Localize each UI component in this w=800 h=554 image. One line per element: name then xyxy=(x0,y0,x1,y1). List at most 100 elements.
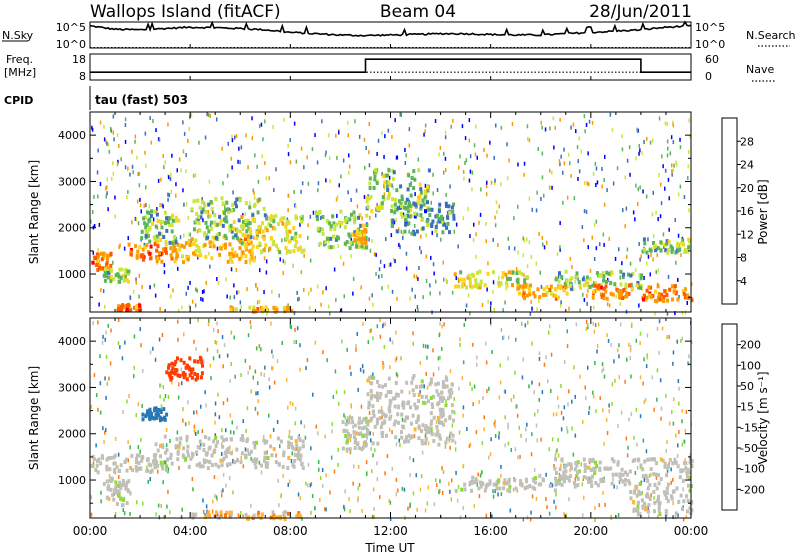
power-noise-cell xyxy=(583,238,585,243)
power-region-cell xyxy=(668,287,672,292)
power-noise-cell xyxy=(629,172,631,177)
power-region-cell xyxy=(400,197,404,202)
power-region-cell xyxy=(321,231,325,236)
velocity-region-cell xyxy=(112,461,116,466)
power-noise-cell xyxy=(588,182,590,187)
velocity-noise-cell xyxy=(395,372,398,377)
power-region-cell xyxy=(216,222,220,227)
power-region-cell xyxy=(399,202,403,207)
power-region-cell xyxy=(412,186,416,191)
power-region-cell xyxy=(380,205,384,210)
velocity-noise-cell xyxy=(372,453,374,458)
velocity-noise-cell xyxy=(566,344,569,349)
velocity-noise-cell xyxy=(306,358,309,362)
velocity-noise-cell xyxy=(530,510,532,515)
power-noise-cell xyxy=(348,170,350,175)
power-region-cell xyxy=(528,292,532,297)
power-region-cell xyxy=(215,233,219,238)
velocity-region-cell xyxy=(165,412,169,417)
velocity-noise-cell xyxy=(545,355,547,360)
power-noise-cell xyxy=(329,311,331,316)
velocity-region-cell xyxy=(451,409,455,414)
velocity-noise-cell xyxy=(533,468,536,473)
power-noise-cell xyxy=(624,224,626,229)
freq-tick-max: 18 xyxy=(72,53,86,66)
power-region-cell xyxy=(398,199,401,204)
power-region-cell xyxy=(245,243,249,248)
velocity-region-cell xyxy=(436,429,440,434)
velocity-region-cell xyxy=(524,477,528,482)
power-region-cell xyxy=(109,279,113,284)
power-noise-cell xyxy=(478,220,480,225)
velocity-region-cell xyxy=(628,469,632,474)
velocity-noise-cell xyxy=(618,343,620,348)
power-noise-cell xyxy=(637,187,639,192)
power-noise-cell xyxy=(317,181,320,186)
velocity-noise-cell xyxy=(562,416,565,421)
velocity-noise-cell xyxy=(233,430,235,435)
power-noise-cell xyxy=(541,125,543,130)
power-noise-cell xyxy=(568,306,570,311)
power-noise-cell xyxy=(551,185,553,190)
power-region-cell xyxy=(624,282,628,287)
velocity-region-cell xyxy=(344,422,348,427)
power-region-cell xyxy=(413,232,417,237)
power-noise-cell xyxy=(275,167,277,172)
power-noise-cell xyxy=(486,180,488,185)
velocity-region-cell xyxy=(554,457,558,462)
power-region-cell xyxy=(347,232,351,237)
power-noise-cell xyxy=(300,270,303,275)
velocity-noise-cell xyxy=(214,412,217,417)
velocity-noise-cell xyxy=(519,454,521,459)
power-region-cell xyxy=(423,189,427,194)
velocity-noise-cell xyxy=(462,405,465,410)
beam-title: Beam 04 xyxy=(380,2,456,22)
power-region-cell xyxy=(268,246,272,251)
power-noise-cell xyxy=(317,188,319,193)
power-region-cell xyxy=(112,277,116,282)
power-region-cell xyxy=(385,173,389,178)
velocity-region-cell xyxy=(253,457,257,462)
velocity-region-cell xyxy=(107,487,111,492)
velocity-region-cell xyxy=(441,396,445,401)
power-noise-cell xyxy=(642,189,644,194)
power-region-cell xyxy=(125,307,129,312)
power-region-cell xyxy=(249,231,253,236)
power-noise-cell xyxy=(137,221,140,226)
velocity-noise-cell xyxy=(142,369,144,373)
velocity-region-cell xyxy=(283,517,287,522)
power-region-cell xyxy=(203,242,207,247)
velocity-region-cell xyxy=(121,479,125,483)
velocity-region-cell xyxy=(421,423,425,428)
power-region-cell xyxy=(558,271,561,276)
velocity-region-cell xyxy=(430,402,434,407)
velocity-region-cell xyxy=(656,497,660,502)
power-noise-cell xyxy=(616,166,619,171)
velocity-noise-cell xyxy=(230,330,233,335)
velocity-noise-cell xyxy=(572,452,575,457)
velocity-region-cell xyxy=(425,429,429,434)
power-noise-cell xyxy=(321,119,323,124)
power-noise-cell xyxy=(266,311,268,316)
velocity-region-cell xyxy=(427,426,431,431)
power-noise-cell xyxy=(395,155,398,160)
power-region-cell xyxy=(404,201,408,205)
velocity-region-cell xyxy=(185,437,189,442)
power-noise-cell xyxy=(660,201,663,206)
power-region-cell xyxy=(155,234,159,239)
power-noise-cell xyxy=(651,138,654,143)
power-region-cell xyxy=(229,308,233,313)
power-region-cell xyxy=(664,248,668,253)
velocity-region-cell xyxy=(116,483,120,488)
velocity-noise-cell xyxy=(564,513,566,518)
velocity-region-cell xyxy=(657,481,661,486)
velocity-noise-cell xyxy=(247,370,249,375)
velocity-region-cell xyxy=(112,455,116,460)
power-noise-cell xyxy=(196,288,198,293)
power-noise-cell xyxy=(252,188,254,193)
velocity-noise-cell xyxy=(469,382,471,386)
power-region-cell xyxy=(406,187,410,192)
power-region-cell xyxy=(316,226,320,231)
power-noise-cell xyxy=(639,185,641,190)
velocity-region-cell xyxy=(225,510,229,515)
